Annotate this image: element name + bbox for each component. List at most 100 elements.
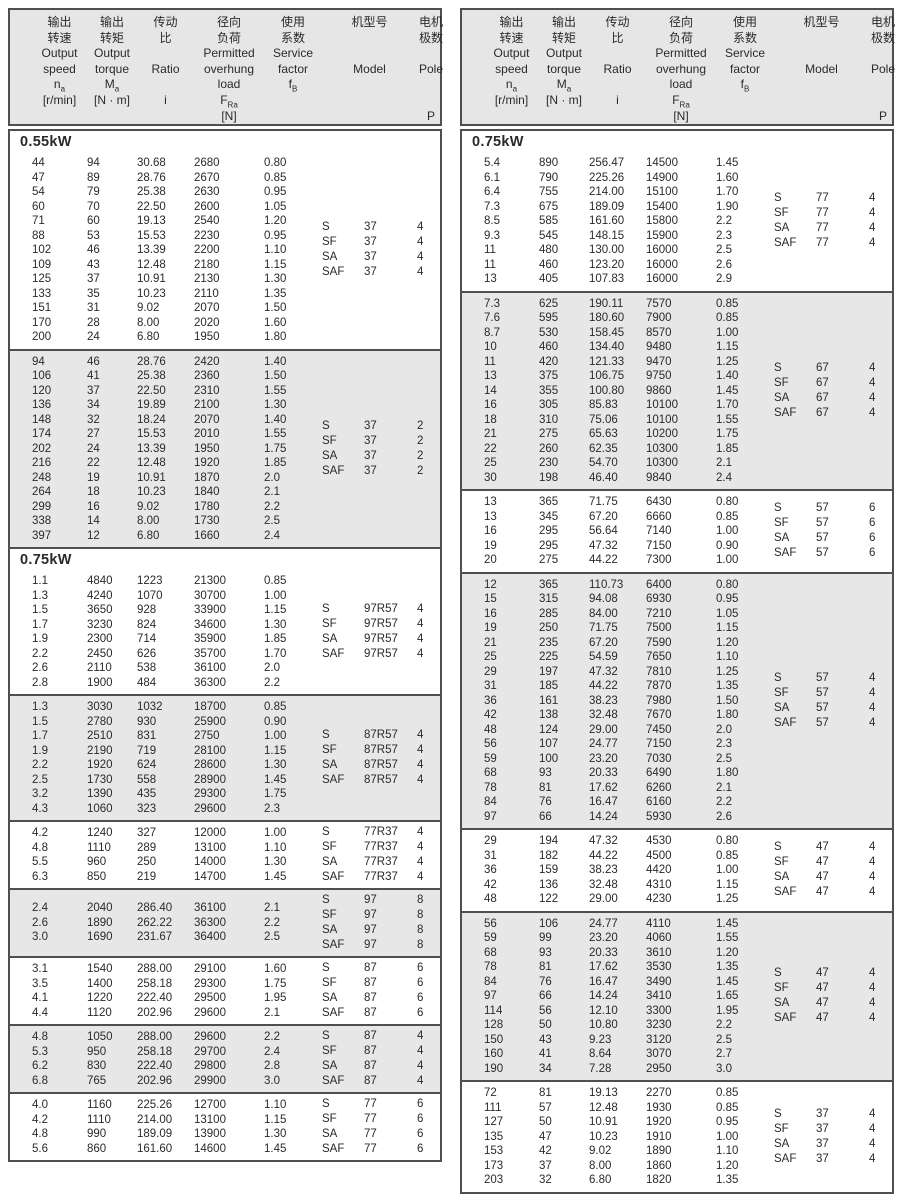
header-line: 径向 [216,15,241,29]
header-line: Output [93,46,131,61]
model-row: S 97 8 [322,893,445,908]
cell-torque: 100 [539,752,559,765]
cell-pole: 2 [417,449,424,462]
header-line: 转矩 [551,30,576,45]
cell-factor: 1.75 [264,442,287,455]
cell-torque: 3030 [87,701,113,713]
cell-ratio: 9.02 [137,302,160,314]
cell-speed: 4.8 [32,1031,48,1043]
cell-model-size: 37 [364,419,377,432]
cell-torque: 960 [87,856,107,868]
cell-factor: 1.50 [716,694,739,707]
cell-load: 7150 [646,738,672,750]
cell-speed: 59 [484,932,497,944]
cell-model-prefix: S [774,1107,782,1120]
cell-torque: 37 [87,273,100,285]
cell-speed: 19 [484,622,497,634]
row-indent [462,989,484,1004]
cell-factor: 2.6 [716,258,732,271]
cell-pole: 4 [417,744,424,756]
cell-torque: 860 [87,1142,107,1155]
cell-ratio: 435 [137,788,157,800]
cell-ratio: 44.22 [589,554,618,566]
cell-model-prefix: S [322,221,330,234]
row-indent [10,1113,32,1128]
row-indent [462,931,484,946]
cell-pole: 8 [417,939,424,951]
cell-torque: 365 [539,578,559,591]
header-line: [N] [221,108,237,123]
row-indent [462,795,484,810]
model-row: SAF 57 4 [774,716,897,731]
model-row: SF 47 4 [774,981,897,996]
row-indent [10,744,32,759]
cell-factor: 1.80 [716,709,739,721]
cell-ratio: 624 [137,759,157,771]
table-row: 88 53 15.53 2230 0.95 [10,229,440,244]
cell-speed: 9.3 [484,229,500,242]
cell-load: 3070 [646,1048,672,1060]
cell-factor: 1.80 [716,767,739,779]
cell-model-size: 47 [816,871,829,884]
model-group: S 37 4 SF 37 4 SA 37 4 SAF 37 4 [322,152,445,349]
cell-speed: 174 [32,428,52,440]
cell-model-prefix: SF [774,207,789,220]
cell-speed: 6.1 [484,171,500,184]
table-row: 72 81 19.13 2270 0.85 [462,1086,892,1101]
cell-load: 1870 [194,471,220,484]
cell-torque: 1690 [87,931,113,944]
cell-pole: 4 [869,841,876,854]
column-header-ratio: 传动比 Ratio i [589,15,646,124]
cell-load: 29600 [194,1031,226,1043]
header-line: 机型号 [803,15,840,29]
cell-torque: 27 [87,428,100,440]
model-row: SA 67 4 [774,391,897,406]
cell-model-prefix: SF [774,686,789,699]
cell-speed: 1.7 [32,618,48,631]
cell-model-prefix: SA [322,856,338,868]
cell-model-size: 37 [364,251,377,264]
table-row: 15 315 94.08 6930 0.95 [462,592,892,607]
cell-ratio: 10.80 [589,1019,618,1031]
table-row: 1.5 3650 928 33900 1.15 [10,603,440,618]
cell-load: 28100 [194,744,226,757]
table-row: 248 19 10.91 1870 2.0 [10,471,440,486]
model-row: S 77R37 4 [322,825,445,840]
cell-load: 10100 [646,413,678,426]
cell-model-size: 57 [816,532,829,545]
model-row: S 47 4 [774,966,897,981]
cell-torque: 355 [539,384,559,397]
table-row: 127 50 10.91 1920 0.95 [462,1115,892,1130]
cell-load: 1930 [646,1101,672,1114]
cell-factor: 1.00 [716,864,739,876]
model-row: SA 47 4 [774,870,897,885]
cell-ratio: 286.40 [137,902,173,915]
data-block: 94 46 28.76 2420 1.40 106 41 25.38 2360 1.50 120 37… [10,348,440,547]
cell-factor: 1.00 [716,525,739,537]
power-section-title: 0.55kW [20,134,72,150]
cell-factor: 1.35 [264,287,287,300]
row-indent [462,1062,484,1077]
cell-ratio: 47.32 [589,539,618,552]
cell-load: 18700 [194,701,226,713]
table-row: 29 197 47.32 7810 1.25 [462,665,892,680]
model-group: S 97R57 4 SF 97R57 4 SA 97R57 4 SAF 97R57 4 [322,570,445,694]
cell-torque: 66 [539,990,552,1002]
table-row: 8.5 585 161.60 15800 2.2 [462,214,892,229]
cell-torque: 24 [87,331,100,343]
cell-speed: 133 [32,287,52,300]
power-section-title: 0.75kW [472,134,524,150]
data-block: 72 81 19.13 2270 0.85 111 57 12.48 1930 0.85 127 50… [462,1080,892,1192]
cell-ratio: 46.40 [589,471,618,484]
header-line [869,77,897,93]
header-line [417,77,445,93]
cell-ratio: 6.80 [589,1174,612,1186]
cell-load: 2020 [194,316,220,329]
cell-torque: 1120 [87,1006,112,1019]
table-row: 2.8 1900 484 36300 2.2 [10,676,440,691]
table-row: 84 76 16.47 6160 2.2 [462,795,892,810]
cell-load: 16000 [646,244,678,256]
data-rows: 13 365 71.75 6430 0.80 13 345 67.20 6660 0.85 16 29… [462,495,892,568]
cell-factor: 2.4 [264,529,280,542]
cell-ratio: 10.23 [589,1130,618,1143]
